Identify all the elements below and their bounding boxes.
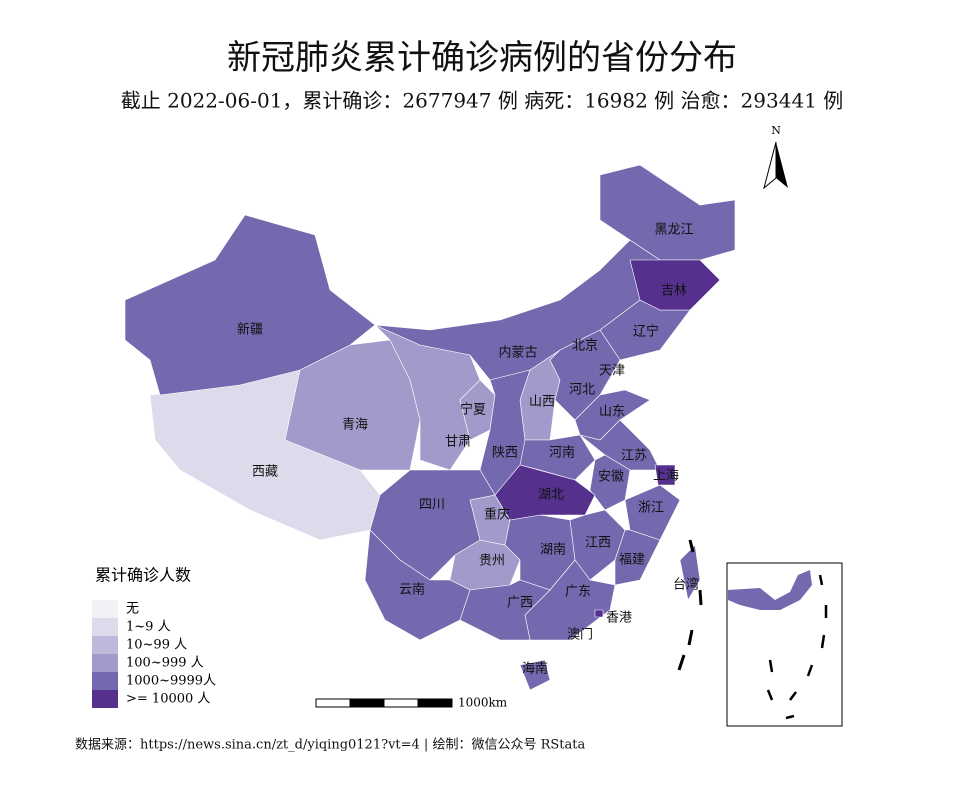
provinces [124, 164, 736, 691]
province-label: 湖北 [538, 488, 564, 503]
dash [818, 574, 824, 586]
scale-seg [349, 698, 385, 708]
province-label: 青海 [342, 418, 368, 433]
legend-label: 1~9 人 [126, 620, 171, 635]
dash [785, 714, 795, 720]
province-label: 山东 [599, 405, 625, 420]
province-label: 云南 [399, 582, 425, 598]
province-label: 湖南 [540, 542, 566, 558]
scale-label: 1000km [458, 696, 508, 710]
dash [698, 589, 703, 606]
legend-label: 1000~9999人 [126, 674, 216, 689]
province-label: 河南 [549, 445, 575, 461]
province-label: 新疆 [237, 322, 263, 338]
province [599, 164, 736, 261]
north-arrow: N [763, 124, 788, 190]
province-label: 天津 [599, 364, 625, 379]
province-label: 河北 [569, 383, 595, 398]
province-label: 海南 [522, 661, 548, 677]
province [654, 464, 676, 486]
province [594, 609, 604, 618]
province [519, 659, 551, 691]
legend-title: 累计确诊人数 [95, 566, 191, 585]
legend-swatch [92, 672, 118, 690]
province-label: 辽宁 [633, 324, 659, 340]
province-label: 陕西 [492, 446, 518, 461]
scale-seg [315, 698, 351, 708]
province [629, 259, 721, 311]
province-label: 福建 [619, 553, 645, 568]
inset-frame [726, 562, 843, 727]
province [459, 579, 551, 641]
dash [768, 659, 774, 673]
province-label: 内蒙古 [498, 345, 537, 361]
scale-seg [383, 698, 419, 708]
dash [806, 664, 814, 677]
legend-swatch [92, 690, 118, 708]
province [494, 464, 596, 521]
province-label: 重庆 [484, 507, 510, 523]
province-label: 广西 [507, 596, 533, 611]
scale-bar: 1000km [315, 696, 508, 710]
legend-swatch [92, 636, 118, 654]
dash [687, 629, 694, 646]
legend-swatch [92, 618, 118, 636]
legend-label: 100~999 人 [126, 656, 204, 671]
dash [820, 634, 826, 649]
province-label: 吉林 [661, 284, 687, 299]
scale-seg [417, 698, 453, 708]
dash [789, 691, 797, 701]
province-label: 江苏 [621, 448, 647, 464]
dash [766, 689, 774, 701]
north-arrow-right [776, 142, 788, 188]
province-label: 广东 [565, 585, 591, 600]
inset-land [728, 570, 812, 610]
dash [688, 539, 695, 553]
province-label: 江西 [585, 536, 611, 551]
province-label: 上海 [653, 469, 679, 484]
subtitle: 截止 2022-06-01，累计确诊：2677947 例 病死：16982 例 … [121, 89, 844, 113]
province-label: 澳门 [567, 627, 593, 643]
legend-swatch [92, 600, 118, 618]
legend-swatch [92, 654, 118, 672]
province [124, 214, 376, 396]
province-label: 北京 [572, 339, 598, 354]
province [624, 484, 681, 541]
dash [677, 654, 686, 671]
province-label: 安徽 [598, 470, 624, 485]
province-label: 西藏 [252, 465, 278, 480]
province-label: 宁夏 [460, 402, 486, 418]
legend-label: 无 [126, 602, 139, 617]
province-label: 甘肃 [445, 435, 471, 450]
legend-label: >= 10000 人 [126, 692, 210, 707]
inset-dashes [766, 574, 828, 720]
province-label: 香港 [606, 611, 632, 626]
province-label: 四川 [419, 498, 445, 513]
province-label: 贵州 [479, 554, 505, 569]
province-label: 台湾 [673, 577, 699, 593]
province-label: 浙江 [638, 501, 664, 516]
province [679, 544, 701, 601]
dash-line [677, 539, 703, 671]
source: 数据来源：https://news.sina.cn/zt_d/yiqing012… [75, 738, 585, 753]
title: 新冠肺炎累计确诊病例的省份分布 [227, 38, 737, 78]
province-label: 黑龙江 [654, 223, 693, 238]
legend: 无 1~9 人 10~99 人 100~999 人 1000~9999人 >= 10000… [92, 600, 216, 708]
legend-label: 10~99 人 [126, 638, 187, 653]
inset [726, 562, 843, 727]
province-label: 山西 [529, 395, 555, 410]
north-label: N [771, 124, 781, 137]
